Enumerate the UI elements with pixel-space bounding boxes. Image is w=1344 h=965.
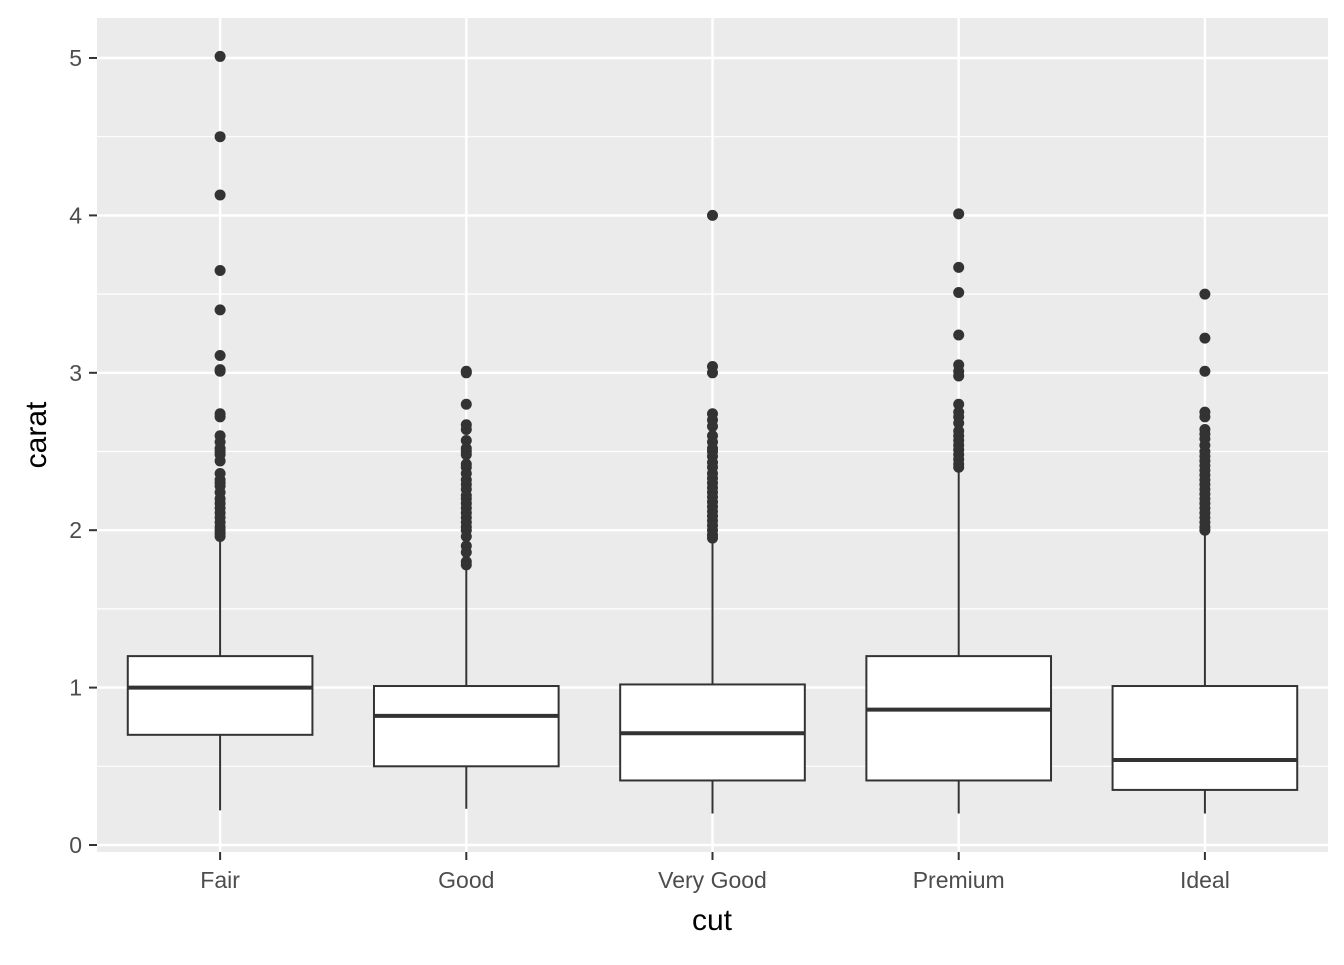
y-axis: 0 1 2 3 4 5	[69, 45, 97, 858]
y-tick-label: 3	[69, 360, 82, 386]
outlier-point	[214, 264, 226, 276]
outlier-point	[214, 411, 226, 423]
outlier-point	[460, 398, 472, 410]
box-good	[372, 365, 560, 809]
boxes	[126, 50, 1299, 814]
outlier-point	[707, 532, 718, 544]
outlier-point	[1199, 524, 1211, 536]
outlier-point	[707, 209, 718, 221]
y-tick-label: 0	[69, 832, 82, 858]
outlier-point	[707, 367, 718, 379]
outlier-point	[1199, 411, 1211, 423]
x-tick-label: Fair	[200, 867, 240, 893]
x-tick-label: Ideal	[1180, 867, 1230, 893]
box-very-good	[619, 209, 806, 814]
box-iqr	[865, 655, 1053, 782]
outlier-point	[214, 349, 226, 361]
outlier-point	[1199, 365, 1211, 377]
y-tick-label: 4	[69, 202, 82, 228]
outlier-point	[460, 449, 472, 461]
y-tick-label: 2	[69, 517, 82, 543]
box-fair	[126, 50, 314, 811]
outlier-point	[214, 50, 226, 62]
x-axis-title: cut	[692, 904, 733, 937]
outlier-point	[214, 304, 226, 316]
outlier-point	[214, 455, 226, 467]
box-premium	[865, 208, 1053, 814]
outlier-point	[953, 461, 965, 473]
x-tick-label: Very Good	[658, 867, 767, 893]
outlier-point	[953, 208, 965, 220]
outlier-point	[953, 287, 965, 299]
outlier-point	[460, 546, 472, 558]
x-axis: Fair Good Very Good Premium Ideal	[200, 852, 1230, 893]
outlier-point	[460, 434, 472, 446]
outlier-point	[953, 370, 965, 382]
outlier-point	[214, 530, 226, 542]
outlier-point	[953, 417, 965, 429]
outlier-point	[953, 398, 965, 410]
x-tick-label: Premium	[913, 867, 1005, 893]
outlier-point	[214, 365, 226, 377]
y-axis-title: carat	[20, 401, 53, 468]
outlier-point	[460, 423, 472, 435]
outlier-point	[460, 367, 472, 379]
outlier-point	[953, 329, 965, 341]
outlier-point	[953, 261, 965, 273]
y-tick-label: 1	[69, 675, 82, 701]
outlier-point	[1199, 332, 1211, 344]
y-tick-label: 5	[69, 45, 82, 71]
box-iqr	[1111, 685, 1299, 791]
outlier-point	[460, 530, 472, 542]
x-tick-label: Good	[438, 867, 494, 893]
outlier-point	[214, 131, 226, 143]
box-iqr	[372, 685, 560, 768]
outlier-point	[707, 420, 718, 432]
box-iqr	[126, 655, 314, 736]
outlier-point	[214, 189, 226, 201]
outlier-point	[460, 559, 472, 571]
box-ideal	[1111, 288, 1299, 814]
outlier-point	[1199, 288, 1211, 300]
